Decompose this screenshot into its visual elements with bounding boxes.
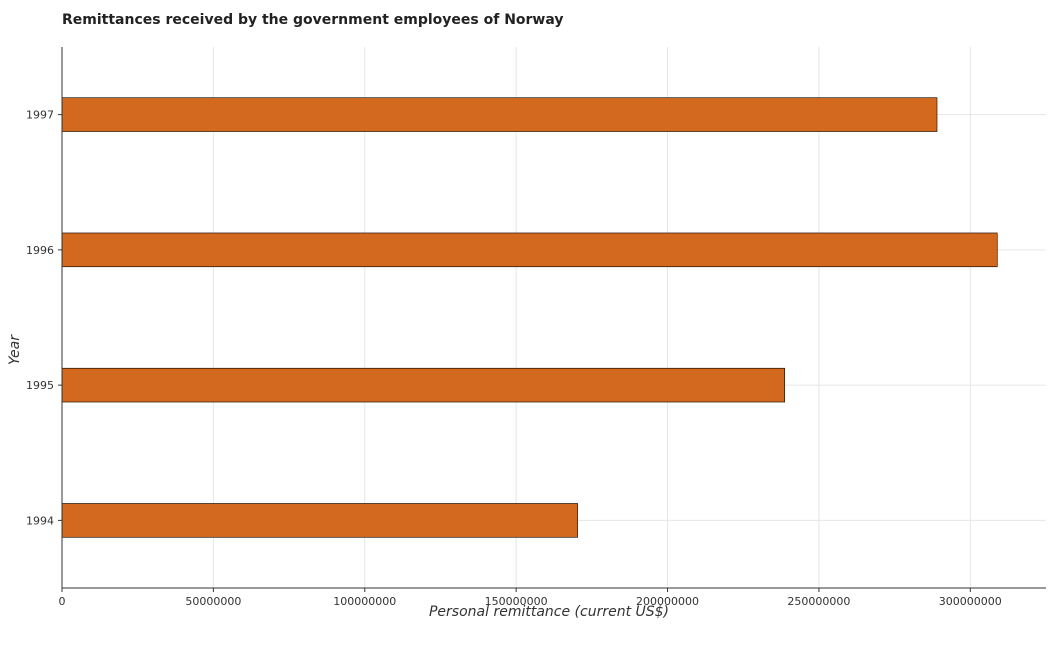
y-axis-label: Year — [7, 334, 23, 365]
bar-1997 — [61, 97, 938, 132]
y-tick-label: 1996 — [26, 244, 54, 257]
bar-1996 — [61, 232, 998, 268]
y-tick-label: 1995 — [26, 379, 54, 392]
x-axis-label: Personal remittance (current US$) — [429, 604, 669, 620]
axes: 0 50000000 100000000 150000000 200000000 2500… — [26, 47, 1046, 608]
x-tick-label: 100000000 — [333, 595, 396, 608]
y-tick-label: 1997 — [26, 109, 54, 122]
x-tick-label: 300000000 — [939, 595, 1002, 608]
bars — [61, 97, 998, 538]
bar-1995 — [61, 367, 786, 403]
x-tick-label: 150000000 — [485, 595, 548, 608]
x-tick-label: 200000000 — [636, 595, 699, 608]
y-tick-label: 1994 — [26, 514, 54, 527]
x-tick-label: 50000000 — [185, 595, 241, 608]
x-tick-label: 250000000 — [787, 595, 850, 608]
bar-1994 — [61, 503, 578, 538]
chart-title: Remittances received by the government e… — [62, 12, 564, 28]
x-tick-label: 0 — [59, 595, 66, 608]
